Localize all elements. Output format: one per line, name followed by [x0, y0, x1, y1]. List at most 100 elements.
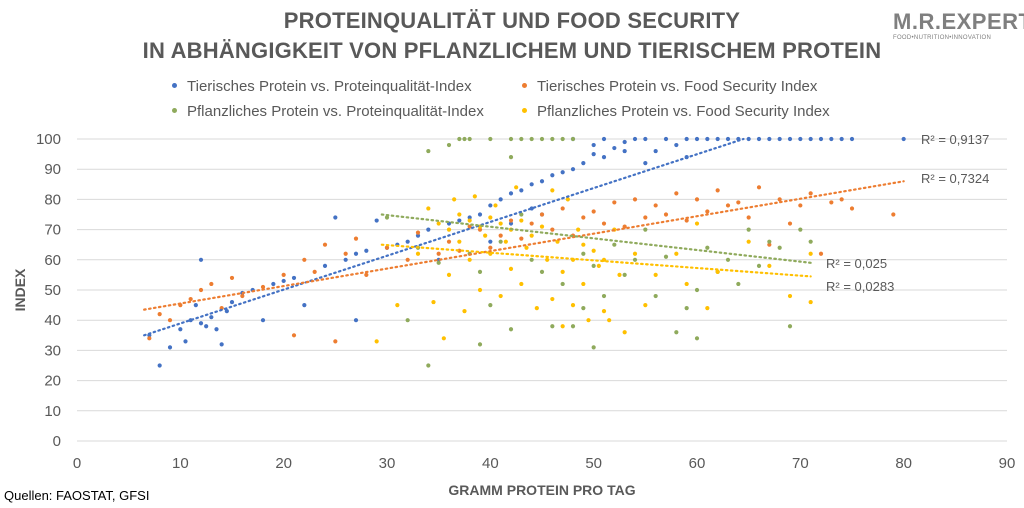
data-point-series-1 — [663, 136, 669, 142]
data-point-series-1 — [756, 136, 762, 142]
data-point-series-1 — [705, 136, 710, 142]
data-point-series-1 — [353, 251, 359, 256]
data-point-series-3 — [529, 136, 534, 142]
data-point-series-4 — [550, 296, 555, 302]
data-point-series-3 — [787, 324, 793, 329]
data-point-series-4 — [591, 248, 596, 253]
data-point-series-2 — [684, 218, 689, 223]
x-tick-label: 90 — [999, 455, 1016, 472]
data-point-series-3 — [601, 293, 607, 299]
legend-label: Tierisches Protein vs. Food Security Ind… — [537, 78, 818, 95]
data-point-series-1 — [183, 339, 188, 344]
data-point-series-3 — [694, 336, 700, 341]
data-point-series-3 — [529, 257, 534, 262]
data-point-series-1 — [601, 155, 607, 160]
y-tick-label: 60 — [44, 252, 61, 269]
data-point-series-4 — [632, 251, 638, 256]
data-point-series-4 — [767, 263, 772, 268]
r2-label-series-4: R² = 0,0283 — [826, 279, 894, 294]
data-point-series-2 — [767, 242, 772, 247]
legend-marker-icon — [172, 107, 177, 113]
data-point-series-3 — [643, 227, 648, 232]
data-point-series-3 — [384, 215, 390, 220]
data-point-series-4 — [431, 299, 436, 305]
data-point-series-1 — [767, 136, 772, 142]
y-tick-label: 10 — [44, 403, 61, 420]
data-point-series-2 — [891, 212, 896, 217]
data-point-series-1 — [214, 327, 219, 332]
data-point-series-1 — [467, 215, 472, 220]
data-point-series-4 — [477, 287, 483, 293]
data-point-series-4 — [653, 272, 658, 277]
data-point-series-2 — [291, 333, 297, 338]
data-point-series-2 — [343, 251, 348, 256]
data-point-series-3 — [746, 227, 751, 232]
data-point-series-4 — [446, 272, 452, 277]
data-point-series-4 — [643, 303, 648, 308]
legend-label: Pflanzliches Protein vs. Food Security I… — [537, 103, 830, 120]
data-point-series-2 — [849, 206, 855, 211]
trendline-series-3 — [380, 213, 812, 264]
data-point-series-2 — [415, 230, 421, 235]
data-point-series-1 — [839, 136, 844, 142]
data-point-series-4 — [426, 206, 431, 211]
data-point-series-4 — [436, 221, 441, 226]
data-point-series-1 — [178, 327, 183, 332]
data-point-series-1 — [570, 167, 576, 172]
data-point-series-1 — [632, 136, 638, 142]
data-point-series-4 — [467, 218, 472, 223]
data-point-series-1 — [157, 363, 162, 368]
data-point-series-2 — [198, 287, 204, 293]
y-tick-label: 0 — [53, 433, 61, 450]
x-tick-label: 10 — [172, 455, 189, 472]
data-point-series-3 — [539, 269, 545, 274]
data-point-series-3 — [550, 324, 555, 329]
data-point-series-3 — [550, 136, 555, 142]
data-point-series-2 — [147, 336, 152, 341]
data-point-series-1 — [653, 148, 658, 154]
y-axis-title: INDEX — [12, 268, 28, 311]
data-point-series-3 — [508, 136, 514, 142]
x-tick-label: 40 — [482, 455, 499, 472]
data-point-series-1 — [364, 248, 369, 253]
data-point-series-2 — [333, 339, 338, 344]
data-point-series-1 — [224, 309, 229, 314]
data-point-series-4 — [808, 251, 813, 256]
y-tick-label: 40 — [44, 312, 61, 329]
data-point-series-3 — [426, 148, 431, 154]
data-point-series-4 — [519, 281, 524, 287]
data-point-series-1 — [193, 303, 198, 308]
data-point-series-3 — [462, 136, 467, 142]
data-point-series-1 — [167, 345, 173, 350]
data-point-series-1 — [477, 212, 483, 217]
data-point-series-4 — [441, 336, 446, 341]
data-point-series-1 — [746, 136, 751, 142]
data-point-series-2 — [229, 275, 235, 281]
data-point-series-2 — [581, 215, 586, 220]
data-point-series-3 — [725, 257, 731, 262]
data-point-series-3 — [694, 287, 700, 293]
data-point-series-1 — [725, 136, 731, 142]
data-point-series-2 — [839, 197, 844, 202]
data-point-series-3 — [508, 327, 514, 332]
data-point-series-3 — [777, 245, 782, 250]
data-point-series-2 — [281, 272, 286, 277]
data-point-series-4 — [524, 245, 529, 250]
data-point-series-3 — [405, 318, 410, 323]
data-point-series-1 — [374, 218, 379, 223]
data-point-series-2 — [643, 215, 648, 220]
data-point-series-1 — [622, 148, 627, 154]
data-point-series-1 — [777, 136, 782, 142]
data-point-series-3 — [705, 245, 710, 250]
data-point-series-3 — [539, 136, 545, 142]
data-point-series-3 — [674, 330, 679, 335]
brand-logo: M.R.EXPERT FOOD•NUTRITION•INNOVATION — [893, 10, 1024, 42]
data-point-series-1 — [198, 257, 204, 262]
x-axis-title: GRAMM PROTEIN PRO TAG — [448, 482, 635, 498]
data-point-series-2 — [240, 293, 245, 299]
data-point-series-1 — [488, 239, 493, 244]
data-point-series-1 — [643, 136, 648, 142]
data-point-series-1 — [415, 233, 421, 238]
data-point-series-4 — [674, 251, 679, 256]
data-point-series-1 — [271, 281, 276, 287]
